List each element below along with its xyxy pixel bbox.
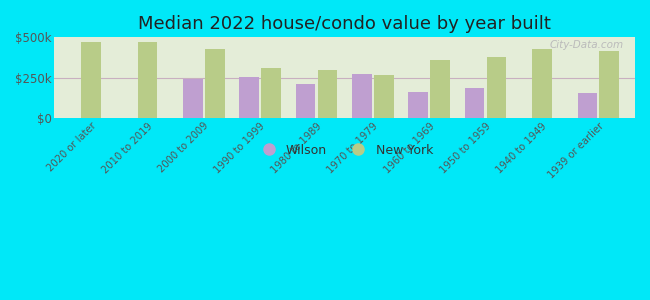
Bar bbox=[296, 84, 315, 118]
Bar bbox=[374, 75, 394, 118]
Bar bbox=[205, 49, 225, 118]
Bar bbox=[599, 51, 619, 118]
Bar bbox=[183, 79, 203, 118]
Bar bbox=[352, 74, 372, 118]
Bar bbox=[577, 93, 597, 118]
Bar bbox=[318, 70, 337, 118]
Bar bbox=[261, 68, 281, 118]
Bar bbox=[239, 77, 259, 118]
Bar bbox=[430, 60, 450, 118]
Bar bbox=[138, 42, 157, 118]
Bar bbox=[81, 43, 101, 118]
Bar bbox=[532, 49, 552, 118]
Text: City-Data.com: City-Data.com bbox=[549, 40, 623, 50]
Title: Median 2022 house/condo value by year built: Median 2022 house/condo value by year bu… bbox=[138, 15, 551, 33]
Bar bbox=[465, 88, 484, 118]
Bar bbox=[408, 92, 428, 118]
Bar bbox=[487, 57, 506, 118]
Legend: Wilson, New York: Wilson, New York bbox=[251, 139, 438, 162]
